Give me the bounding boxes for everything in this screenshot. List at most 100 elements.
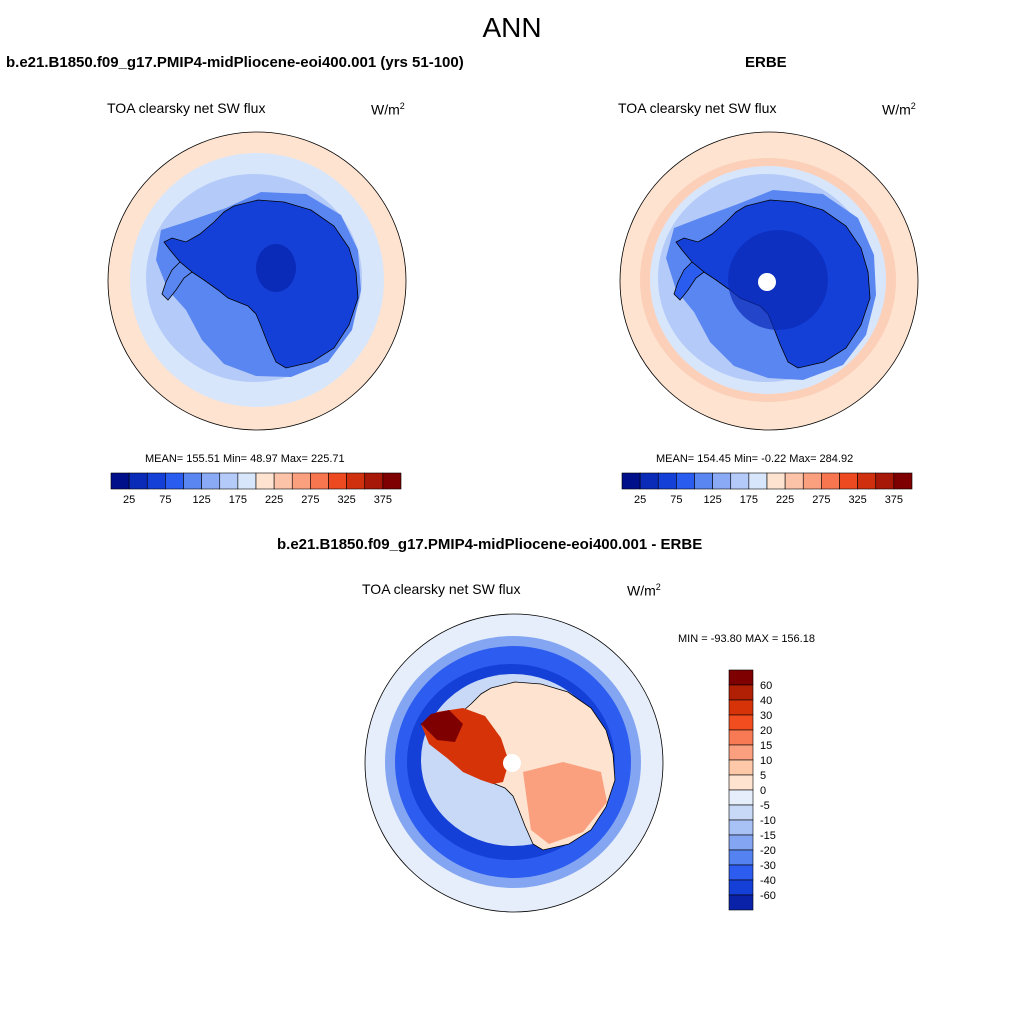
- diff-colorbar-tick: -60: [760, 890, 776, 902]
- figure-title: ANN: [482, 12, 542, 43]
- obs-colorbar-swatch: [839, 472, 858, 490]
- model-colorbar-swatch: [328, 472, 347, 490]
- diff-colorbar-tick: 0: [760, 785, 766, 797]
- obs-polar-map: [619, 131, 919, 431]
- obs-colorbar-tick: 175: [740, 494, 758, 506]
- diff-colorbar-tick: -30: [760, 860, 776, 872]
- diff-colorbar-swatch: [728, 714, 754, 731]
- obs-colorbar-swatch: [676, 472, 695, 490]
- diff-colorbar-tick: 20: [760, 725, 772, 737]
- obs-colorbar-swatch: [694, 472, 713, 490]
- model-stats: MEAN= 155.51 Min= 48.97 Max= 225.71: [145, 453, 345, 465]
- diff-colorbar-swatch: [728, 864, 754, 881]
- diff-colorbar-swatch: [728, 774, 754, 791]
- diff-polar-map: [364, 613, 664, 913]
- model-colorbar-swatch: [110, 472, 130, 490]
- obs-colorbar-swatch: [875, 472, 895, 490]
- diff-colorbar-tick: 60: [760, 680, 772, 692]
- diff-colorbar-swatch: [728, 684, 754, 701]
- diff-colorbar-tick: 15: [760, 740, 772, 752]
- diff-colorbar-swatch: [728, 879, 754, 896]
- model-colorbar-tick: 275: [301, 494, 319, 506]
- diff-colorbar-swatch: [728, 819, 754, 836]
- diff-panel-title: b.e21.B1850.f09_g17.PMIP4-midPliocene-eo…: [277, 536, 703, 553]
- diff-unit-label: W/m2: [627, 582, 661, 599]
- obs-colorbar-swatch: [748, 472, 768, 490]
- obs-colorbar-tick: 375: [885, 494, 903, 506]
- model-colorbar-swatch: [237, 472, 257, 490]
- diff-colorbar-swatch: [728, 834, 754, 851]
- diff-colorbar-swatch: [728, 699, 754, 716]
- diff-colorbar-tick: -40: [760, 875, 776, 887]
- obs-colorbar-swatch: [857, 472, 877, 490]
- obs-panel-title: ERBE: [745, 54, 787, 71]
- model-colorbar-swatch: [146, 472, 166, 490]
- model-colorbar-tick: 125: [192, 494, 210, 506]
- model-variable-label: TOA clearsky net SW flux: [107, 100, 266, 116]
- model-colorbar-tick: 25: [123, 494, 135, 506]
- model-unit-label: W/m2: [371, 101, 405, 118]
- diff-colorbar-swatch: [728, 849, 754, 866]
- model-polar-map: [107, 131, 407, 431]
- antarctica-landmass: [163, 199, 359, 369]
- model-colorbar-swatch: [382, 472, 402, 490]
- obs-colorbar-swatch: [766, 472, 786, 490]
- antarctic-peninsula: [161, 261, 193, 301]
- diff-colorbar-swatch: [728, 759, 754, 776]
- model-colorbar-swatch: [128, 472, 148, 490]
- diff-colorbar-tick: 30: [760, 710, 772, 722]
- obs-colorbar-swatch: [821, 472, 840, 490]
- model-colorbar-tick: 175: [229, 494, 247, 506]
- model-colorbar-tick: 375: [374, 494, 392, 506]
- obs-colorbar-tick: 275: [812, 494, 830, 506]
- diff-colorbar-tick: -15: [760, 830, 776, 842]
- model-colorbar-swatch: [219, 472, 239, 490]
- model-colorbar-swatch: [183, 472, 202, 490]
- obs-colorbar-tick: 125: [703, 494, 721, 506]
- obs-colorbar-swatch: [893, 472, 913, 490]
- diff-colorbar-swatch: [728, 669, 754, 686]
- obs-colorbar-swatch: [802, 472, 822, 490]
- obs-colorbar-swatch: [712, 472, 732, 490]
- diff-colorbar-swatch: [728, 729, 754, 746]
- model-panel-title: b.e21.B1850.f09_g17.PMIP4-midPliocene-eo…: [6, 54, 464, 71]
- model-colorbar-swatch: [273, 472, 293, 490]
- model-colorbar-swatch: [364, 472, 384, 490]
- obs-variable-label: TOA clearsky net SW flux: [618, 100, 777, 116]
- obs-colorbar-tick: 75: [670, 494, 682, 506]
- obs-colorbar-swatch: [621, 472, 641, 490]
- diff-variable-label: TOA clearsky net SW flux: [362, 581, 521, 597]
- diff-colorbar-tick: 10: [760, 755, 772, 767]
- model-colorbar-swatch: [165, 472, 184, 490]
- model-colorbar-swatch: [291, 472, 311, 490]
- diff-colorbar-swatch: [728, 894, 754, 911]
- diff-colorbar-swatch: [728, 744, 754, 761]
- obs-colorbar-swatch: [784, 472, 804, 490]
- obs-unit-label: W/m2: [882, 101, 916, 118]
- diff-stats: MIN = -93.80 MAX = 156.18: [678, 633, 815, 645]
- model-colorbar-tick: 225: [265, 494, 283, 506]
- diff-colorbar: 60 40 30 20 15 10 5 0 -5 -10 -15 -20 -30 -40 -60: [728, 669, 776, 911]
- model-colorbar: 25 75 125 175 225 275 325 375: [110, 472, 402, 506]
- obs-colorbar-swatch: [639, 472, 659, 490]
- diff-colorbar-swatch: [728, 789, 754, 806]
- model-colorbar-tick: 325: [337, 494, 355, 506]
- obs-stats: MEAN= 154.45 Min= -0.22 Max= 284.92: [656, 453, 854, 465]
- obs-colorbar: 25 75 125 175 225 275 325 375: [621, 472, 913, 506]
- model-colorbar-swatch: [201, 472, 221, 490]
- diff-colorbar-tick: 5: [760, 770, 766, 782]
- obs-colorbar-swatch: [730, 472, 750, 490]
- model-colorbar-swatch: [346, 472, 366, 490]
- model-colorbar-tick: 75: [159, 494, 171, 506]
- diff-colorbar-tick: 40: [760, 695, 772, 707]
- obs-colorbar-tick: 325: [848, 494, 866, 506]
- model-colorbar-swatch: [310, 472, 329, 490]
- model-colorbar-swatch: [255, 472, 275, 490]
- obs-colorbar-swatch: [657, 472, 677, 490]
- obs-colorbar-tick: 25: [634, 494, 646, 506]
- diff-colorbar-tick: -20: [760, 845, 776, 857]
- diff-colorbar-tick: -10: [760, 815, 776, 827]
- obs-colorbar-tick: 225: [776, 494, 794, 506]
- diff-colorbar-tick: -5: [760, 800, 770, 812]
- diff-colorbar-swatch: [728, 804, 754, 821]
